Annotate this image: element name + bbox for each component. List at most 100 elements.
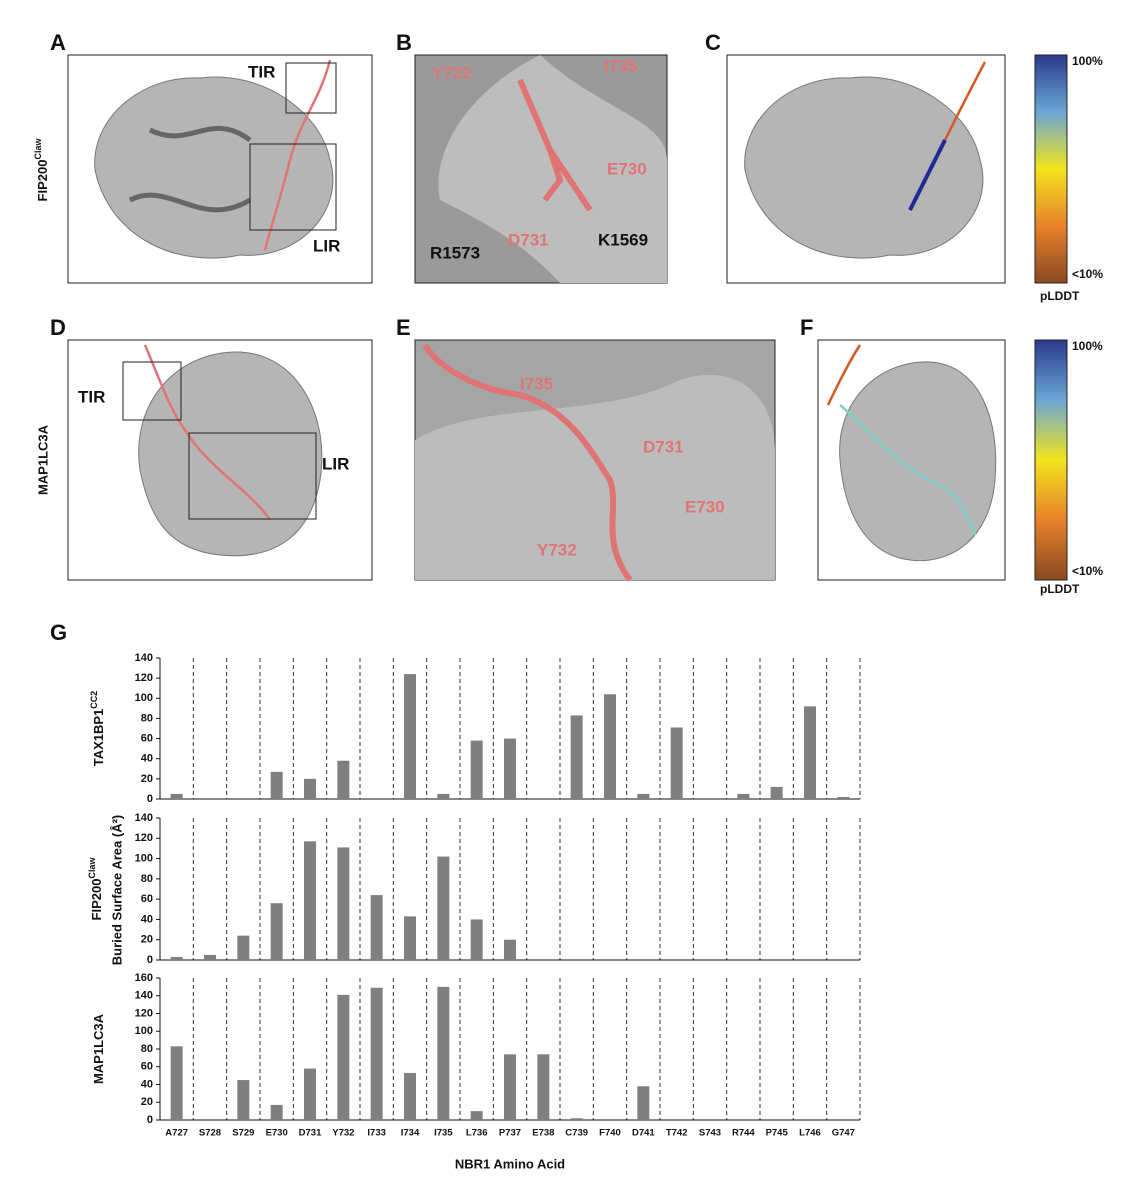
y-tick-label: 60 [141, 732, 153, 744]
y-tick-label: 140 [135, 812, 153, 824]
x-tick-label: E730 [266, 1128, 288, 1139]
y-tick-label: 40 [141, 753, 153, 765]
region-label: TIR [248, 62, 275, 81]
bar [404, 916, 416, 960]
bar [437, 793, 450, 799]
inset-box [249, 143, 337, 231]
x-tick-label: Y732 [332, 1128, 354, 1139]
bar [604, 694, 616, 799]
residue-label: I735 [604, 56, 637, 75]
y-tick-label: 80 [141, 712, 153, 724]
panel-letter: D [50, 315, 66, 340]
y-axis-title: Buried Surface Area (Å²) [109, 815, 124, 966]
y-tick-label: 40 [141, 1078, 153, 1090]
y-tick-label: 80 [141, 1043, 153, 1055]
protein-surface [94, 76, 334, 259]
protein-cartoon [128, 126, 252, 213]
x-tick-label: L736 [466, 1128, 488, 1139]
y-tick-label: 120 [135, 672, 153, 684]
panel-letter: E [396, 315, 411, 340]
y-axis-label-sup: Claw [87, 857, 97, 879]
x-tick-label: P745 [766, 1128, 789, 1139]
row-label: FIP200Claw [33, 138, 50, 202]
y-tick-label: 100 [135, 852, 153, 864]
region-label: TIR [78, 387, 105, 406]
panel-letter: A [50, 30, 66, 55]
y-tick-label: 40 [141, 913, 153, 925]
colorbar-title: pLDDT [1040, 582, 1080, 596]
residue-label: D731 [508, 230, 549, 249]
y-tick-label: 20 [141, 773, 153, 785]
y-tick-label: 100 [135, 692, 153, 704]
bar [237, 935, 250, 960]
panel-letter: B [396, 30, 412, 55]
x-tick-label: E738 [532, 1128, 554, 1139]
bar [570, 715, 583, 799]
bar [337, 847, 350, 960]
y-tick-label: 0 [147, 1114, 153, 1126]
peptide [826, 344, 862, 406]
bar [304, 1068, 316, 1120]
bar [170, 956, 183, 960]
row-label-text: FIP200 [35, 160, 50, 202]
bar [337, 994, 350, 1120]
protein-surface [839, 361, 997, 562]
bar [504, 738, 516, 799]
bar [837, 796, 850, 799]
bar [237, 1080, 250, 1120]
bar [304, 841, 316, 960]
x-tick-label: F740 [599, 1128, 621, 1139]
residue-label: I735 [520, 374, 553, 393]
residue-label: Y732 [537, 540, 577, 559]
bar [404, 674, 416, 799]
x-tick-label: I733 [367, 1128, 386, 1139]
y-tick-label: 140 [135, 990, 153, 1002]
bar [370, 987, 383, 1120]
bar [370, 895, 383, 960]
x-tick-label: D731 [299, 1128, 322, 1139]
inset-box [285, 62, 337, 114]
colorbar-label: <10% [1072, 564, 1103, 578]
row-label: MAP1LC3A [35, 424, 50, 495]
residue-label: E730 [607, 159, 647, 178]
x-tick-label: T742 [666, 1128, 688, 1139]
y-axis-label: FIP200Claw [87, 857, 104, 921]
colorbar-title: pLDDT [1040, 289, 1080, 303]
panel-letter: C [705, 30, 721, 55]
residue-label: R1573 [430, 243, 480, 262]
protein-surface [438, 55, 667, 283]
protein-surface [415, 374, 775, 580]
y-tick-label: 0 [147, 954, 153, 966]
residue-label: K1569 [598, 230, 648, 249]
colorbar-label: 100% [1072, 339, 1103, 353]
bar [804, 706, 816, 799]
colorbar [1034, 54, 1068, 284]
region-label: LIR [322, 454, 349, 473]
x-tick-label: P737 [499, 1128, 521, 1139]
y-tick-label: 20 [141, 934, 153, 946]
y-axis-label: TAX1BP1CC2 [89, 691, 106, 767]
bar [270, 1104, 283, 1120]
x-tick-label: I734 [401, 1128, 420, 1139]
y-tick-label: 120 [135, 1007, 153, 1019]
peptide [143, 344, 272, 521]
colorbar [1034, 339, 1068, 581]
bar-charts: 0 20 40 60 80 100 120 140 TAX1BP1CC2 0 20 40 60 80 100… [87, 652, 861, 1139]
protein-surface [138, 351, 323, 557]
panel-letter: F [800, 315, 813, 340]
residue-label: D731 [643, 437, 684, 456]
bar [170, 1046, 183, 1120]
peptide [422, 343, 633, 582]
x-tick-label: C739 [565, 1128, 588, 1139]
x-tick-label: L746 [799, 1128, 821, 1139]
y-tick-label: 160 [135, 972, 153, 984]
bar [470, 919, 483, 960]
panel-letter: G [50, 620, 67, 645]
bar [437, 856, 450, 960]
bar [270, 771, 283, 799]
x-axis-title: NBR1 Amino Acid [455, 1156, 565, 1171]
colorbar-label: <10% [1072, 267, 1103, 281]
peptide [517, 78, 593, 212]
x-tick-label: D741 [632, 1128, 655, 1139]
y-axis-label-sup: CC2 [89, 691, 99, 709]
